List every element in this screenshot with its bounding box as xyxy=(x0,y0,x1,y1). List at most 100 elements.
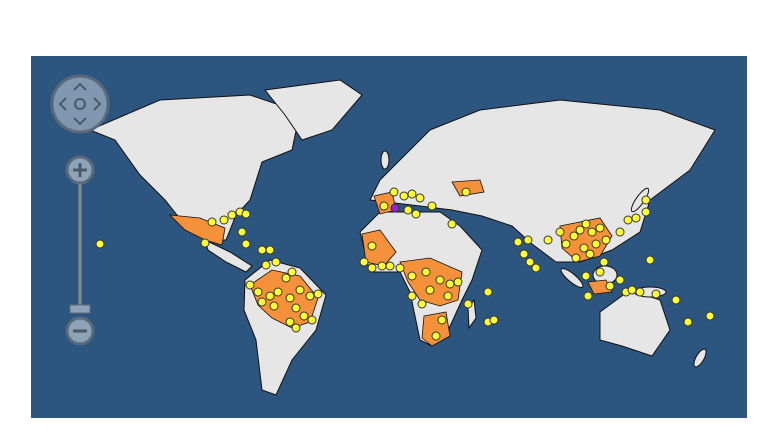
marker[interactable] xyxy=(519,249,529,259)
marker[interactable] xyxy=(285,293,295,303)
marker[interactable] xyxy=(555,227,565,237)
marker[interactable] xyxy=(437,315,447,325)
marker[interactable] xyxy=(291,323,301,333)
marker[interactable] xyxy=(595,267,605,277)
marker[interactable] xyxy=(587,227,597,237)
marker[interactable] xyxy=(403,205,413,215)
marker[interactable] xyxy=(295,285,305,295)
marker[interactable] xyxy=(445,279,455,289)
marker[interactable] xyxy=(411,209,421,219)
marker[interactable] xyxy=(453,277,463,287)
marker[interactable] xyxy=(581,219,591,229)
marker[interactable] xyxy=(671,295,681,305)
marker[interactable] xyxy=(605,281,615,291)
marker[interactable] xyxy=(377,261,387,271)
pan-control[interactable] xyxy=(50,74,110,134)
marker[interactable] xyxy=(379,201,389,211)
marker[interactable] xyxy=(513,237,523,247)
marker[interactable] xyxy=(561,239,571,249)
marker[interactable] xyxy=(281,273,291,283)
marker[interactable] xyxy=(431,331,441,341)
marker[interactable] xyxy=(219,215,229,225)
marker[interactable] xyxy=(543,235,553,245)
marker[interactable] xyxy=(265,245,275,255)
marker[interactable] xyxy=(651,289,661,299)
marker[interactable] xyxy=(531,263,541,273)
marker[interactable] xyxy=(645,255,655,265)
marker[interactable] xyxy=(359,257,369,267)
marker[interactable] xyxy=(581,271,591,281)
marker[interactable] xyxy=(417,299,427,309)
marker[interactable] xyxy=(425,285,435,295)
marker[interactable] xyxy=(407,189,417,199)
marker[interactable] xyxy=(641,195,651,205)
marker[interactable] xyxy=(461,187,471,197)
marker[interactable] xyxy=(483,287,493,297)
marker[interactable] xyxy=(571,253,581,263)
marker[interactable] xyxy=(407,291,417,301)
zoom-handle[interactable] xyxy=(69,304,91,314)
pan-arrows[interactable] xyxy=(58,82,102,126)
marker[interactable] xyxy=(237,227,247,237)
marker[interactable] xyxy=(443,291,453,301)
marker[interactable] xyxy=(389,187,399,197)
pan-center[interactable] xyxy=(74,98,86,110)
marker[interactable] xyxy=(269,301,279,311)
marker[interactable] xyxy=(367,263,377,273)
marker[interactable] xyxy=(591,239,601,249)
marker[interactable] xyxy=(575,225,585,235)
marker[interactable] xyxy=(583,291,593,301)
marker[interactable] xyxy=(271,257,281,267)
marker[interactable] xyxy=(257,297,267,307)
marker[interactable] xyxy=(395,263,405,273)
marker[interactable] xyxy=(569,231,579,241)
marker[interactable] xyxy=(313,289,323,299)
marker[interactable] xyxy=(253,287,263,297)
marker[interactable] xyxy=(241,209,251,219)
marker[interactable] xyxy=(291,303,301,313)
marker[interactable] xyxy=(523,235,533,245)
selected-marker[interactable] xyxy=(390,203,400,213)
marker[interactable] xyxy=(595,223,605,233)
marker[interactable] xyxy=(627,285,637,295)
marker[interactable] xyxy=(615,227,625,237)
marker[interactable] xyxy=(427,201,437,211)
marker[interactable] xyxy=(579,243,589,253)
marker[interactable] xyxy=(435,275,445,285)
marker[interactable] xyxy=(585,249,595,259)
marker[interactable] xyxy=(307,315,317,325)
marker[interactable] xyxy=(257,245,267,255)
marker[interactable] xyxy=(299,311,309,321)
marker[interactable] xyxy=(635,287,645,297)
marker[interactable] xyxy=(399,191,409,201)
marker[interactable] xyxy=(265,291,275,301)
marker[interactable] xyxy=(273,287,283,297)
marker[interactable] xyxy=(261,260,271,270)
marker[interactable] xyxy=(599,257,609,267)
marker[interactable] xyxy=(207,217,217,227)
marker[interactable] xyxy=(615,275,625,285)
marker[interactable] xyxy=(245,280,255,290)
marker[interactable] xyxy=(285,317,295,327)
marker[interactable] xyxy=(705,311,715,321)
marker[interactable] xyxy=(683,317,693,327)
marker[interactable] xyxy=(489,315,499,325)
marker[interactable] xyxy=(407,271,417,281)
marker[interactable] xyxy=(200,238,210,248)
marker[interactable] xyxy=(227,210,237,220)
marker[interactable] xyxy=(95,239,105,249)
marker[interactable] xyxy=(601,235,611,245)
marker[interactable] xyxy=(241,239,251,249)
marker[interactable] xyxy=(641,207,651,217)
marker[interactable] xyxy=(421,267,431,277)
marker[interactable] xyxy=(631,213,641,223)
marker[interactable] xyxy=(447,219,457,229)
marker[interactable] xyxy=(385,261,395,271)
marker[interactable] xyxy=(415,193,425,203)
marker[interactable] xyxy=(305,291,315,301)
marker[interactable] xyxy=(463,299,473,309)
marker[interactable] xyxy=(287,267,297,277)
marker[interactable] xyxy=(367,241,377,251)
marker[interactable] xyxy=(525,257,535,267)
marker[interactable] xyxy=(623,215,633,225)
